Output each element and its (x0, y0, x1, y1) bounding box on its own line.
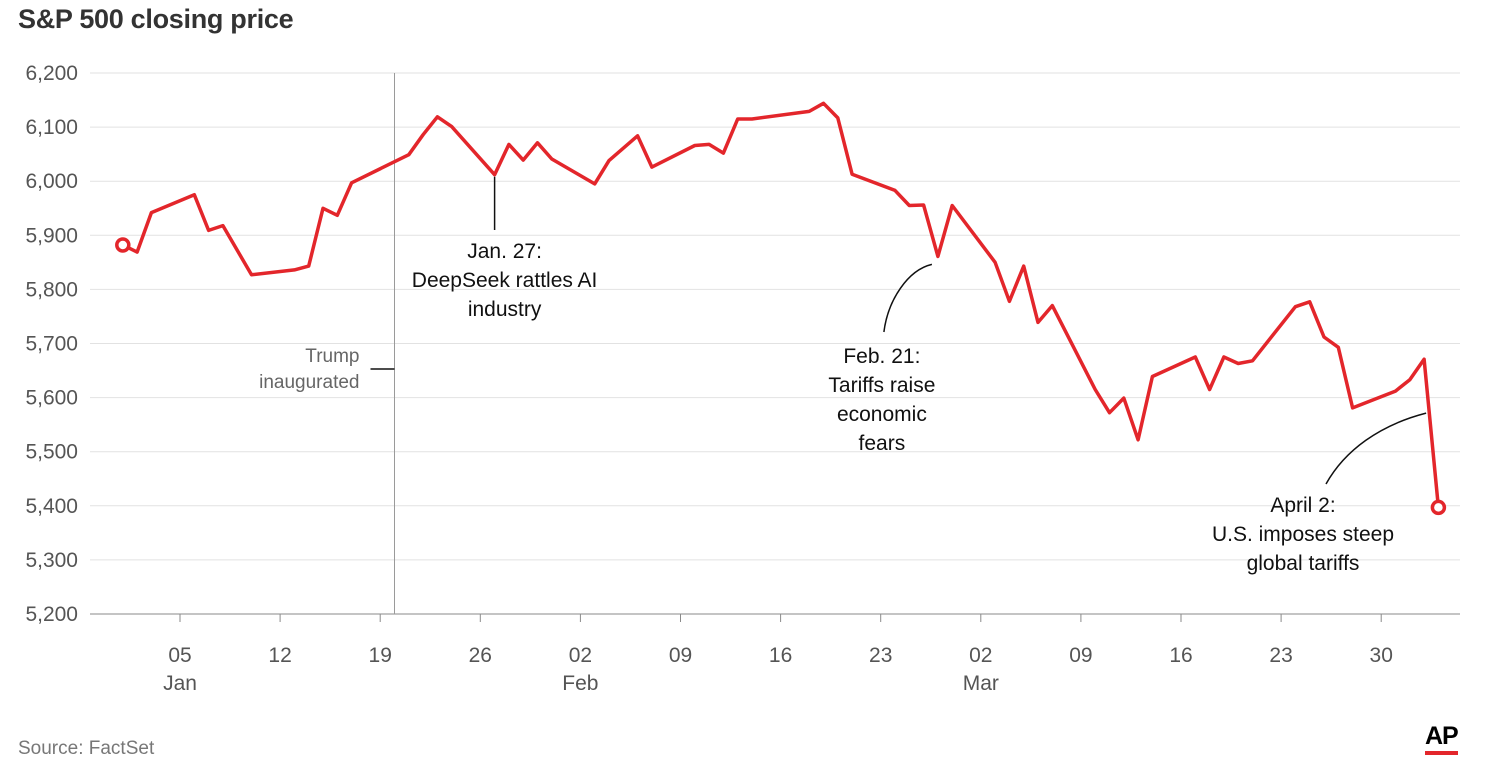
x-tick-label: 19 (369, 644, 392, 667)
x-tick-label: 16 (1169, 644, 1192, 667)
source-note: Source: FactSet (18, 738, 155, 759)
x-tick-label: 02 (569, 644, 592, 667)
y-tick-label: 5,500 (25, 441, 78, 464)
x-tick-label: 16 (769, 644, 792, 667)
sp500-line (121, 101, 1441, 510)
y-tick-label: 6,100 (25, 116, 78, 139)
annotation-leader (883, 263, 933, 333)
start-marker (115, 237, 131, 253)
x-tick-label: 09 (1069, 644, 1092, 667)
x-tick-label: 09 (669, 644, 692, 667)
annotation-leader (1325, 412, 1427, 485)
annotation-text: U.S. imposes steep (1212, 523, 1394, 546)
grid-lines (90, 72, 1460, 615)
annotations: Jan. 27: DeepSeek rattles AI industry Feb. … (412, 176, 1427, 575)
y-tick-label: 5,900 (25, 224, 78, 247)
annotation-text: Feb. 21: (843, 345, 920, 368)
y-tick-label: 5,800 (25, 278, 78, 301)
x-tick-label: 23 (869, 644, 892, 667)
annotation-text: DeepSeek rattles AI (412, 269, 598, 292)
y-tick-label: 6,000 (25, 170, 78, 193)
y-tick-label: 5,400 (25, 495, 78, 518)
annotation-text: Tariffs raise (828, 374, 935, 397)
y-tick-label: 5,600 (25, 387, 78, 410)
y-tick-label: 5,200 (25, 603, 78, 626)
annotation-text: global tariffs (1247, 552, 1360, 575)
chart-title: S&P 500 closing price (18, 4, 294, 34)
x-month-label: Feb (562, 672, 598, 695)
x-tick-label: 30 (1370, 644, 1393, 667)
x-tick-label: 26 (469, 644, 492, 667)
y-tick-label: 6,200 (25, 62, 78, 85)
x-axis: 05 Jan 12 19 26 02 Feb 09 16 23 02 Mar 09 16 23 30 (163, 614, 1393, 695)
x-month-label: Jan (163, 672, 197, 695)
y-tick-label: 5,300 (25, 549, 78, 572)
annotation-text: fears (859, 432, 906, 455)
x-tick-label: 05 (168, 644, 191, 667)
x-tick-label: 12 (268, 644, 291, 667)
reference-label: inaugurated (259, 372, 359, 393)
reference-label: Trump (305, 346, 359, 367)
annotation-text: Jan. 27: (467, 240, 542, 263)
end-marker (1430, 499, 1447, 516)
annotation-text: economic (837, 403, 927, 426)
y-tick-label: 5,700 (25, 333, 78, 356)
y-axis-ticks: 6,200 6,100 6,000 5,900 5,800 5,700 5,600 5,500… (25, 62, 78, 626)
annotation-text: industry (468, 298, 542, 321)
x-tick-label: 02 (969, 644, 992, 667)
x-month-label: Mar (963, 672, 999, 695)
series (115, 101, 1447, 516)
ap-logo: AP (1425, 722, 1459, 755)
x-tick-label: 23 (1269, 644, 1292, 667)
annotation-text: April 2: (1270, 494, 1335, 517)
